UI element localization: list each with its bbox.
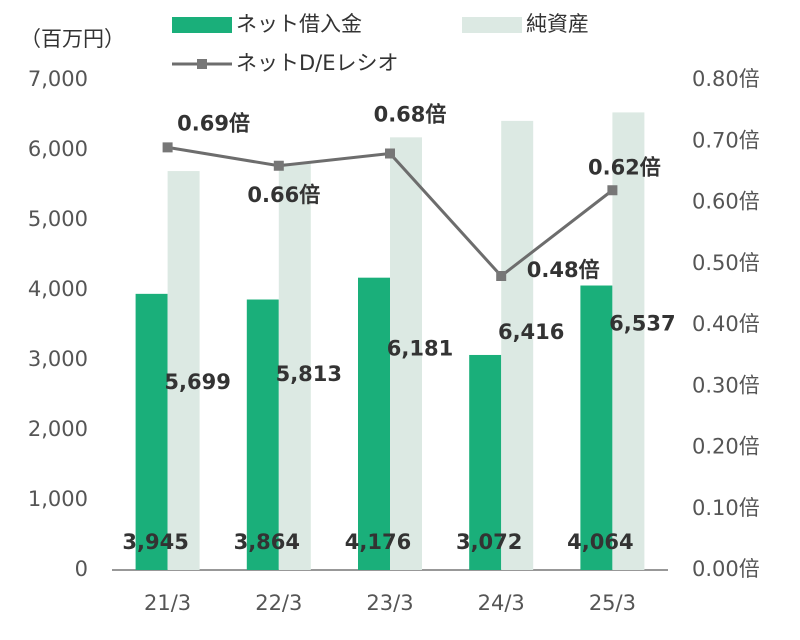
legend-label: 純資産 <box>526 12 589 36</box>
y2-tick-label: 0.10倍 <box>692 496 760 520</box>
y-tick-label: 1,000 <box>28 487 88 511</box>
data-label: 0.68倍 <box>374 103 447 127</box>
y-tick-label: 0 <box>75 557 88 581</box>
y-tick-label: 5,000 <box>28 207 88 231</box>
x-tick-label: 25/3 <box>589 591 636 615</box>
data-label: 3,072 <box>456 530 522 554</box>
legend-label: ネットD/Eレシオ <box>236 51 399 75</box>
data-label: 0.48倍 <box>527 258 600 282</box>
bar <box>612 112 645 570</box>
y2-tick-label: 0.70倍 <box>692 128 760 152</box>
y2-tick-label: 0.00倍 <box>692 557 760 581</box>
data-label: 6,537 <box>609 311 675 335</box>
bar <box>469 354 502 570</box>
y-tick-label: 2,000 <box>28 417 88 441</box>
legend-label: ネット借入金 <box>236 12 362 36</box>
y2-tick-label: 0.20倍 <box>692 435 760 459</box>
x-tick-label: 24/3 <box>478 591 525 615</box>
bar <box>278 163 311 570</box>
data-label: 0.66倍 <box>247 183 320 207</box>
bar <box>390 137 422 570</box>
y-tick-label: 4,000 <box>28 277 88 301</box>
bar <box>167 171 200 570</box>
legend-swatch <box>172 17 232 33</box>
data-label: 0.69倍 <box>177 111 250 135</box>
x-tick-label: 23/3 <box>366 591 413 615</box>
y2-tick-label: 0.40倍 <box>692 312 760 336</box>
unit-label: （百万円） <box>20 27 125 51</box>
legend-swatch <box>462 17 522 33</box>
line-marker <box>273 160 284 171</box>
line-marker <box>162 142 173 153</box>
y2-tick-label: 0.30倍 <box>692 373 760 397</box>
data-label: 6,181 <box>387 336 453 360</box>
y-tick-label: 7,000 <box>28 67 88 91</box>
y2-tick-label: 0.60倍 <box>692 190 760 214</box>
line-marker <box>385 148 395 159</box>
data-label: 3,945 <box>122 530 188 554</box>
bar <box>501 120 534 570</box>
bar <box>246 299 279 570</box>
legend-swatch <box>197 59 207 69</box>
data-label: 4,176 <box>345 530 411 554</box>
y-tick-label: 3,000 <box>28 347 88 371</box>
data-label: 6,416 <box>498 320 564 344</box>
bar <box>580 285 613 570</box>
data-label: 5,813 <box>276 362 342 386</box>
data-label: 0.62倍 <box>588 155 661 179</box>
data-label: 5,699 <box>164 370 230 394</box>
line-marker <box>607 185 618 196</box>
x-tick-label: 22/3 <box>255 591 302 615</box>
bar <box>358 277 390 570</box>
data-label: 4,064 <box>567 530 633 554</box>
y2-tick-label: 0.80倍 <box>692 67 760 91</box>
bar <box>135 293 168 570</box>
data-label: 3,864 <box>234 530 300 554</box>
x-tick-label: 21/3 <box>144 591 191 615</box>
y2-tick-label: 0.50倍 <box>692 251 760 275</box>
y-tick-label: 6,000 <box>28 137 88 161</box>
line-marker <box>496 271 507 281</box>
